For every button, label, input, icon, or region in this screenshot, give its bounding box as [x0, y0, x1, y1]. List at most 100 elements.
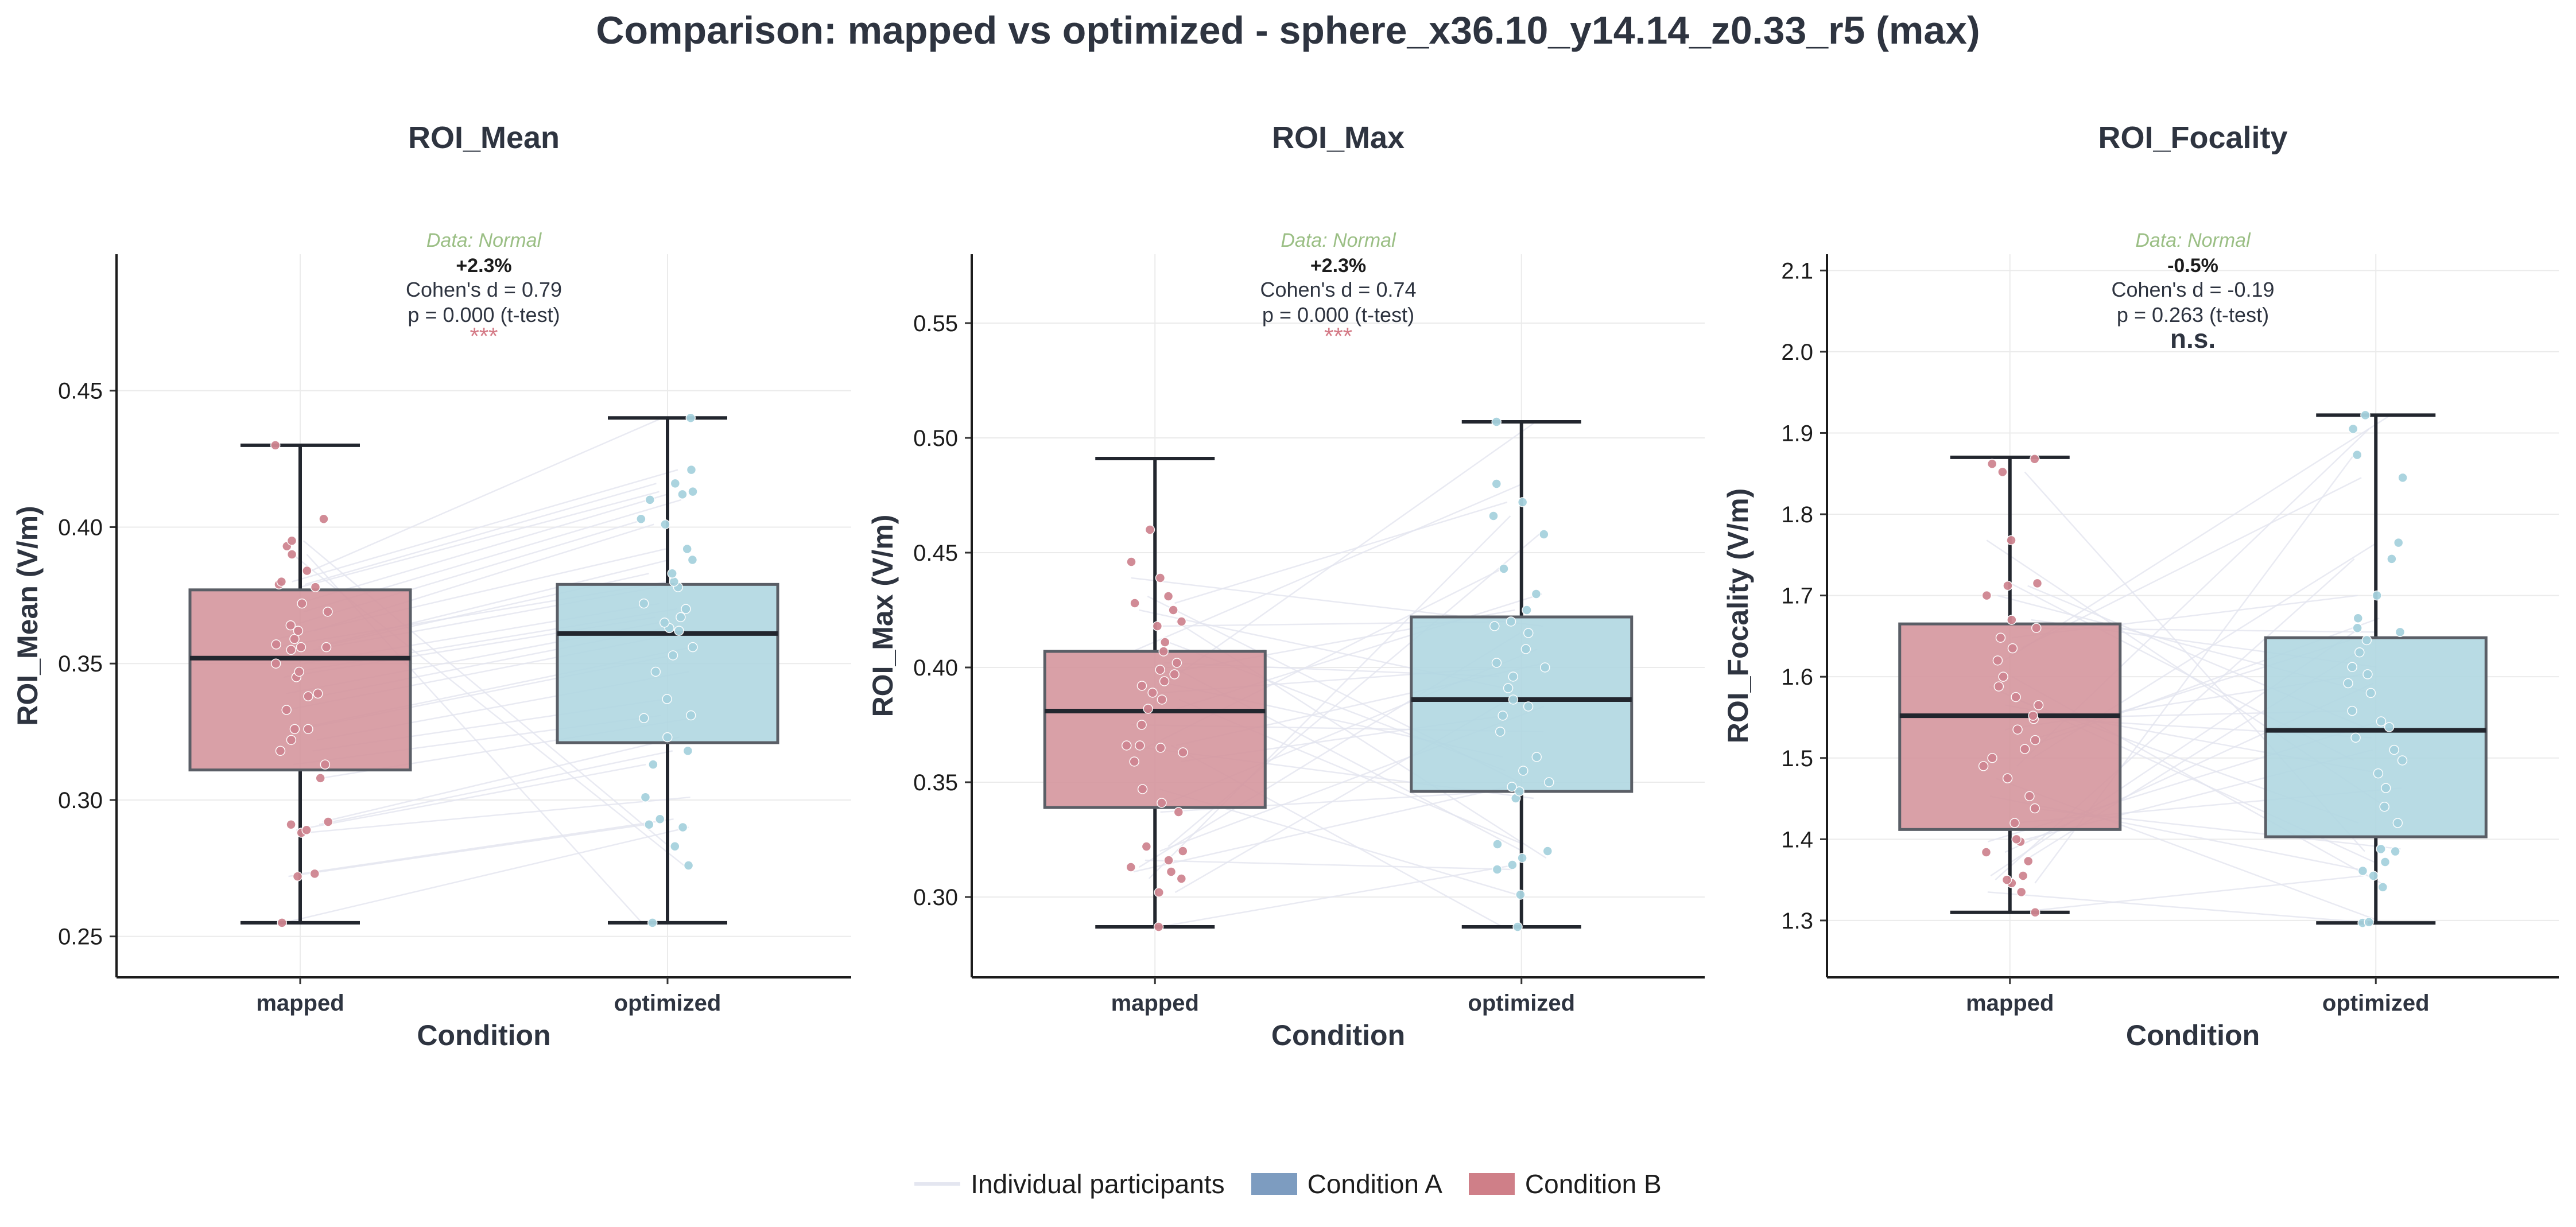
annotation-significance: *** [470, 323, 498, 350]
data-point-optimized [682, 543, 692, 554]
y-tick-label: 1.7 [1781, 584, 1813, 609]
data-point-optimized [1491, 479, 1502, 489]
data-point-mapped [2006, 535, 2016, 546]
x-tick-label: mapped [1966, 991, 2054, 1016]
legend-swatch-condition-b [1468, 1173, 1515, 1195]
data-point-mapped [1121, 740, 1132, 751]
data-point-optimized [688, 486, 698, 497]
data-point-optimized [1492, 839, 1503, 849]
box-mapped [1898, 455, 2122, 914]
data-point-optimized [2368, 871, 2379, 881]
data-point-optimized [636, 514, 646, 524]
participant-line [296, 763, 646, 831]
data-point-mapped [1178, 846, 1188, 856]
data-point-mapped [2033, 700, 2044, 710]
data-point-mapped [1981, 847, 1992, 857]
data-point-mapped [303, 691, 313, 702]
data-point-mapped [286, 819, 296, 830]
data-point-mapped [1136, 720, 1147, 730]
data-point-mapped [2024, 791, 2035, 802]
panel-title: ROI_Max [1272, 121, 1405, 155]
data-point-optimized [686, 464, 697, 475]
annotation-p-value: p = 0.000 (t-test) [1262, 303, 1414, 327]
data-point-mapped [1166, 867, 1177, 877]
y-tick-label: 0.55 [913, 311, 958, 336]
data-point-mapped [2012, 724, 2023, 735]
data-point-mapped [2009, 818, 2020, 828]
data-point-mapped [1163, 591, 1174, 601]
data-point-mapped [1152, 621, 1163, 631]
data-point-optimized [681, 604, 691, 614]
participant-line [1987, 891, 2373, 924]
data-point-optimized [1491, 417, 1502, 427]
participant-line [322, 736, 680, 823]
data-point-mapped [1998, 671, 2008, 682]
data-point-optimized [2373, 768, 2384, 779]
box-optimized [2264, 413, 2488, 925]
data-point-mapped [309, 868, 320, 879]
participant-line [2020, 477, 2362, 649]
participant-line [319, 750, 673, 825]
data-point-optimized [1518, 766, 1528, 776]
data-point-optimized [639, 713, 649, 724]
y-tick-label: 2.0 [1781, 340, 1813, 365]
data-point-optimized [686, 710, 696, 721]
data-point-optimized [2389, 744, 2399, 755]
y-tick-label: 0.40 [58, 515, 103, 540]
data-point-optimized [648, 759, 658, 770]
y-tick-label: 1.6 [1781, 665, 1813, 690]
y-tick-label: 0.35 [58, 651, 103, 677]
data-point-optimized [1544, 777, 1554, 787]
y-tick-label: 0.50 [913, 426, 958, 451]
data-point-optimized [1520, 644, 1531, 654]
data-point-optimized [2390, 846, 2400, 857]
participant-line [1159, 864, 1516, 928]
data-point-optimized [2347, 662, 2357, 672]
data-point-mapped [2001, 875, 2012, 885]
data-point-mapped [2011, 692, 2021, 702]
panel-title: ROI_Focality [2098, 121, 2287, 155]
participant-line [1145, 859, 1512, 871]
x-tick-label: optimized [1468, 991, 1575, 1016]
data-point-optimized [659, 618, 670, 628]
participant-line [305, 796, 690, 834]
x-tick-label: mapped [256, 991, 344, 1016]
participant-line [311, 417, 663, 572]
data-point-mapped [2002, 773, 2013, 783]
data-point-mapped [292, 871, 303, 882]
data-point-mapped [2011, 834, 2022, 845]
data-point-mapped [2030, 735, 2040, 745]
data-point-optimized [1515, 890, 1526, 900]
data-point-optimized [660, 519, 670, 530]
data-point-optimized [2361, 635, 2372, 646]
data-point-mapped [2018, 871, 2028, 881]
data-point-mapped [1137, 784, 1148, 794]
annotation-significance: n.s. [2170, 324, 2216, 354]
data-point-mapped [286, 549, 297, 560]
data-point-optimized [1506, 616, 1516, 627]
data-point-mapped [1987, 753, 1997, 763]
data-point-optimized [2395, 627, 2406, 638]
data-point-mapped [1171, 658, 1182, 668]
data-point-mapped [270, 658, 281, 669]
data-point-optimized [683, 860, 694, 871]
data-point-mapped [286, 535, 297, 546]
participant-line [304, 483, 657, 585]
data-point-mapped [1126, 557, 1136, 567]
y-axis-title: ROI_Focality (V/m) [1722, 488, 1754, 744]
data-point-mapped [1157, 694, 1167, 705]
data-point-optimized [1523, 628, 1534, 638]
data-point-optimized [662, 694, 672, 704]
data-point-mapped [315, 773, 325, 783]
data-point-optimized [1531, 752, 1542, 762]
data-point-optimized [1512, 922, 1523, 932]
y-axis-title: ROI_Mean (V/m) [11, 506, 44, 725]
participant-line [1148, 515, 1511, 879]
data-point-mapped [281, 705, 292, 715]
data-point-optimized [2372, 590, 2382, 601]
box-mapped [1043, 457, 1267, 929]
data-point-mapped [1163, 855, 1174, 865]
data-point-optimized [668, 650, 678, 661]
y-tick-label: 1.8 [1781, 502, 1813, 527]
data-point-optimized [2348, 424, 2358, 434]
